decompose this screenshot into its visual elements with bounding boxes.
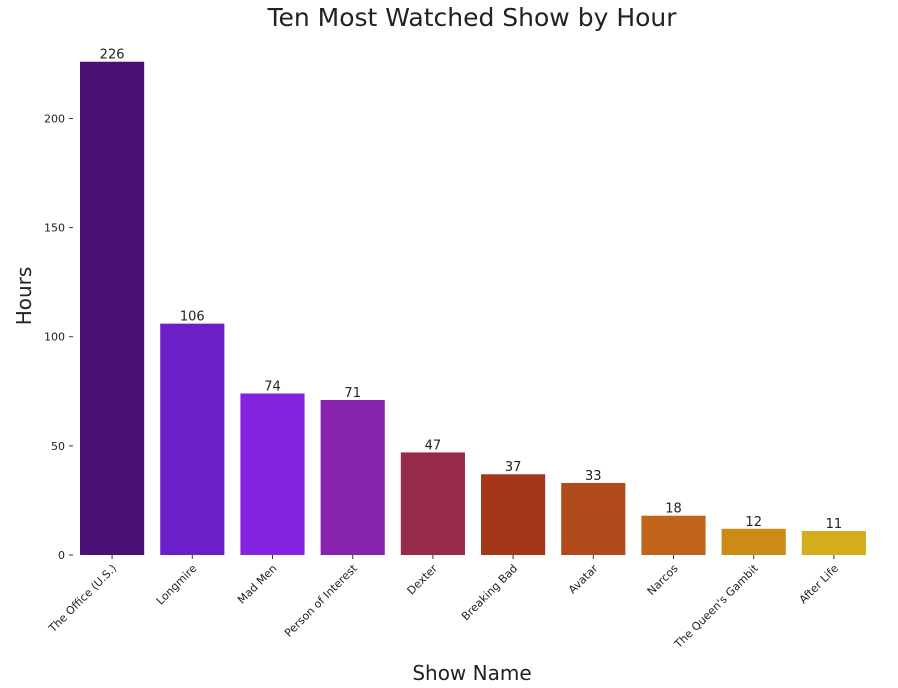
data-label: 33 <box>585 469 602 484</box>
data-label: 18 <box>665 502 682 517</box>
y-tick-label: 50 <box>51 440 65 453</box>
chart-title: Ten Most Watched Show by Hour <box>266 3 677 32</box>
bar <box>320 400 385 555</box>
data-labels-group: 226 106 74 71 47 37 33 18 12 11 <box>100 48 842 532</box>
bar <box>400 452 465 555</box>
x-tick-label: Avatar <box>566 562 601 597</box>
bar <box>721 528 786 555</box>
y-axis-label: Hours <box>12 267 36 326</box>
data-label: 74 <box>264 379 281 394</box>
y-axis: 0 50 100 150 200 <box>44 112 73 562</box>
data-label: 106 <box>180 310 205 325</box>
x-axis-label: Show Name <box>412 661 531 685</box>
x-tick-label: Narcos <box>645 562 681 598</box>
data-label: 226 <box>100 48 125 63</box>
x-tick-label: Longmire <box>154 562 200 608</box>
bar <box>80 61 145 555</box>
x-tick-label: Breaking Bad <box>459 562 520 623</box>
bar <box>240 393 305 555</box>
data-label: 71 <box>344 386 361 401</box>
x-tick-label: The Office (U.S.) <box>46 562 120 636</box>
bar <box>801 530 866 555</box>
data-label: 11 <box>826 517 843 532</box>
x-tick-label: Person of Interest <box>282 561 360 639</box>
data-label: 12 <box>745 515 762 530</box>
y-tick-label: 100 <box>44 331 65 344</box>
data-label: 47 <box>425 438 442 453</box>
y-tick-label: 0 <box>58 549 65 562</box>
bar <box>641 515 706 555</box>
x-tick-label: Mad Men <box>235 562 280 607</box>
bars-group <box>80 61 866 555</box>
bar <box>561 482 626 555</box>
data-label: 37 <box>505 460 522 475</box>
bar <box>160 323 225 555</box>
bar <box>481 474 546 555</box>
x-tick-label: After Life <box>797 562 842 607</box>
x-tick-label: Dexter <box>405 562 441 598</box>
x-tick-label: The Queen's Gambit <box>671 561 761 651</box>
y-tick-label: 150 <box>44 222 65 235</box>
x-axis: The Office (U.S.) Longmire Mad Men Person o… <box>46 555 842 652</box>
y-tick-label: 200 <box>44 112 65 125</box>
